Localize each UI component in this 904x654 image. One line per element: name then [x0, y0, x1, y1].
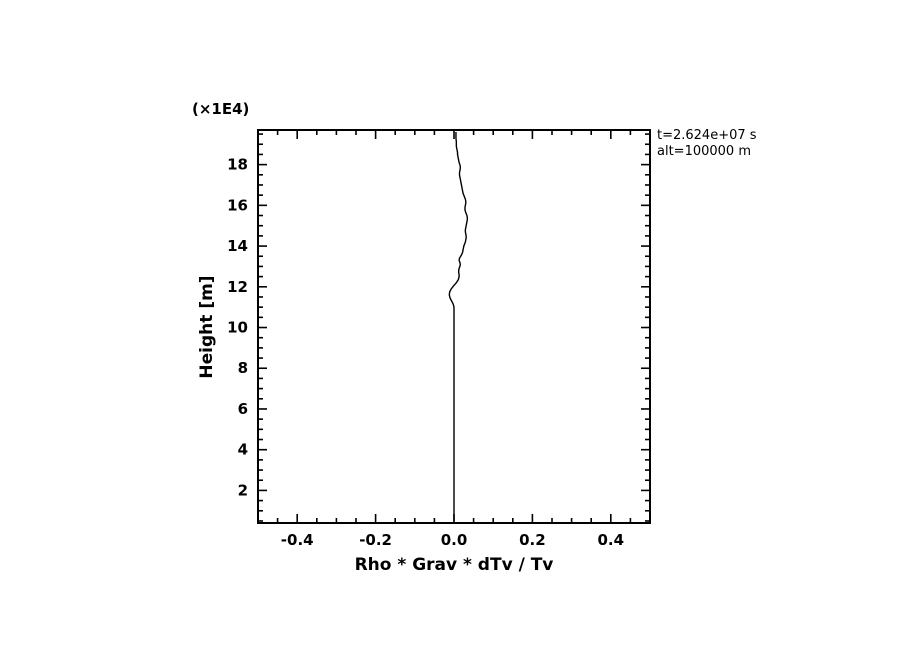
data-curves	[448, 132, 469, 521]
y-axis-multiplier-label: (×1E4)	[192, 100, 249, 118]
y-tick-label: 2	[238, 481, 248, 499]
time-annotation: t=2.624e+07 s	[657, 128, 757, 143]
y-axis-tick-labels: 2 4 6 8 10 12 14 16 18	[227, 156, 248, 500]
x-tick-label: -0.2	[359, 531, 392, 549]
x-axis-major-ticks	[296, 130, 612, 523]
y-tick-label: 18	[227, 156, 248, 174]
y-tick-label: 10	[227, 319, 248, 337]
y-tick-label: 12	[227, 278, 248, 296]
x-tick-label: 0.0	[441, 531, 468, 549]
x-tick-label: 0.2	[519, 531, 546, 549]
y-tick-label: 4	[238, 441, 248, 459]
altitude-annotation: alt=100000 m	[657, 144, 751, 159]
y-axis-major-ticks	[258, 163, 650, 492]
y-tick-label: 16	[227, 196, 248, 214]
x-axis-tick-labels: -0.4 -0.2 0.0 0.2 0.4	[281, 531, 624, 549]
y-tick-label: 6	[238, 400, 248, 418]
x-axis-title: Rho * Grav * dTv / Tv	[355, 555, 554, 575]
x-tick-label: 0.4	[598, 531, 625, 549]
y-axis-title: Height [m]	[197, 275, 217, 378]
plot-area: -0.4 -0.2 0.0 0.2 0.4 2 4 6 8 10 12 14 16 18	[227, 129, 651, 549]
x-tick-label: -0.4	[281, 531, 314, 549]
y-tick-label: 14	[227, 237, 248, 255]
y-tick-label: 8	[238, 359, 248, 377]
data-curve	[448, 132, 469, 521]
y-axis-minor-ticks	[258, 133, 650, 522]
